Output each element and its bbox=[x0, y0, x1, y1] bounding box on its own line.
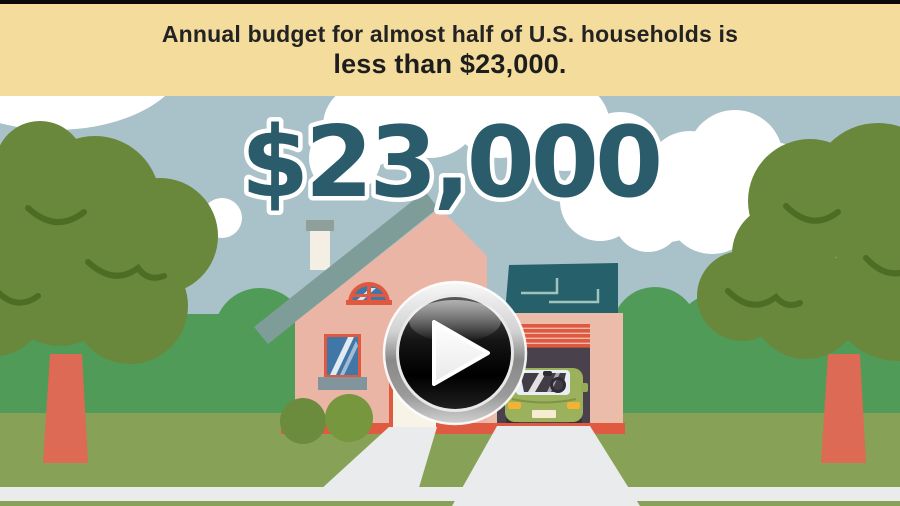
play-button[interactable] bbox=[382, 280, 528, 426]
play-icon bbox=[432, 320, 490, 386]
headline-banner: Annual budget for almost half of U.S. ho… bbox=[0, 4, 900, 96]
house-base bbox=[281, 423, 625, 434]
window-sill bbox=[318, 377, 367, 390]
bush-left bbox=[280, 398, 326, 444]
headlight-left bbox=[508, 402, 521, 409]
sidewalk bbox=[0, 487, 900, 501]
amount-overlay-text: $23,000 bbox=[241, 106, 659, 220]
roof bbox=[254, 191, 438, 344]
garage-roof bbox=[505, 263, 618, 313]
bush-right bbox=[325, 394, 373, 442]
tree-left bbox=[0, 121, 218, 364]
tree-trunk-left bbox=[43, 354, 88, 463]
steering-wheel bbox=[550, 377, 566, 393]
illustration-scene: $23,000 bbox=[0, 96, 900, 506]
tree-trunk-right bbox=[821, 354, 866, 463]
walkway bbox=[308, 427, 437, 501]
headlight-right bbox=[567, 402, 580, 409]
driveway bbox=[452, 426, 640, 506]
car bbox=[500, 368, 588, 427]
top-black-bar bbox=[0, 0, 900, 4]
chimney bbox=[306, 220, 334, 270]
arched-window bbox=[346, 282, 392, 305]
headline-line2: less than $23,000. bbox=[333, 48, 567, 79]
tree-right bbox=[697, 123, 900, 361]
license-plate bbox=[532, 410, 556, 418]
front-window bbox=[318, 334, 367, 390]
headline-line1: Annual budget for almost half of U.S. ho… bbox=[161, 20, 739, 47]
garage-roof-lines bbox=[521, 278, 600, 304]
